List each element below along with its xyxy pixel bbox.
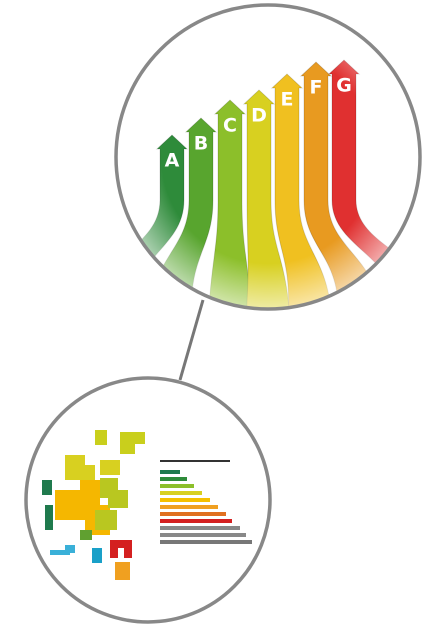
connector	[178, 299, 205, 381]
bottom-circle	[24, 376, 272, 624]
top-circle: ABCDEFG	[114, 3, 422, 311]
map-and-chart	[42, 430, 252, 580]
